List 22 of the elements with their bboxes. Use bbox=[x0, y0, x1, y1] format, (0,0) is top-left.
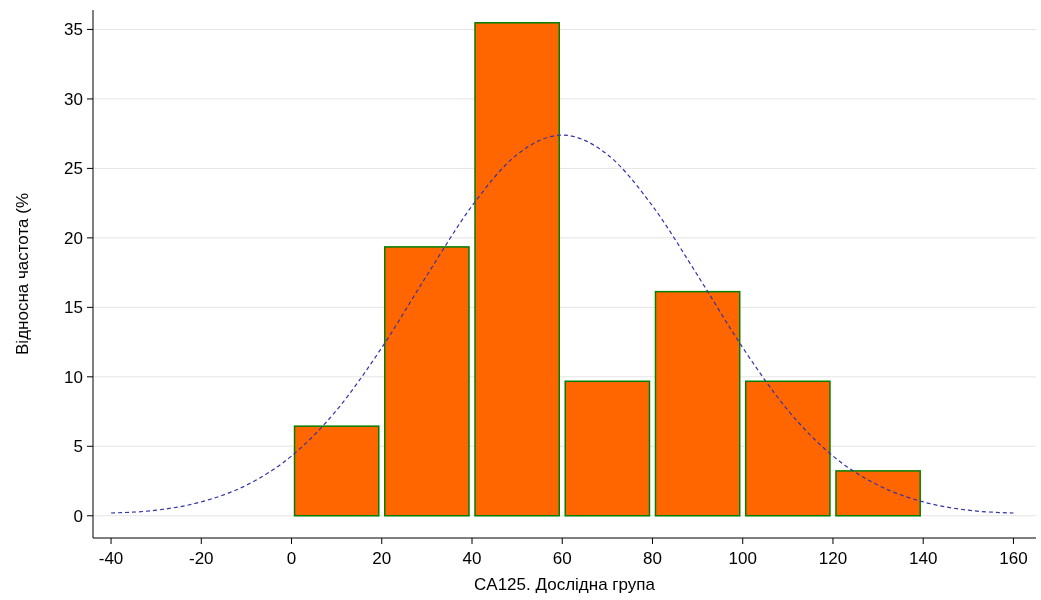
y-tick-label: 20 bbox=[64, 228, 83, 248]
y-tick-label: 30 bbox=[64, 89, 83, 109]
x-tick-label: 40 bbox=[462, 549, 482, 568]
x-tick-label: 100 bbox=[728, 549, 757, 568]
y-tick-label: 25 bbox=[64, 159, 83, 179]
y-axis-title: Відносна частота (% bbox=[13, 193, 32, 355]
y-tick-label: 0 bbox=[73, 506, 83, 526]
x-tick-label: -40 bbox=[98, 549, 124, 568]
y-tick-label: 15 bbox=[64, 298, 83, 318]
x-tick-label: 160 bbox=[999, 549, 1028, 568]
x-tick-label: 0 bbox=[286, 549, 297, 568]
x-tick-label: -20 bbox=[189, 549, 214, 568]
x-axis-title: CA125. Дослідна група bbox=[474, 575, 656, 594]
y-tick-label: 35 bbox=[64, 20, 83, 40]
x-tick-label: 140 bbox=[909, 549, 938, 568]
x-tick-label: 80 bbox=[643, 549, 662, 568]
line-series bbox=[110, 134, 1015, 514]
y-tick-label: 5 bbox=[73, 437, 83, 457]
x-tick-label: 120 bbox=[818, 549, 848, 568]
x-tick-label: 60 bbox=[552, 549, 572, 568]
y-tick-label: 10 bbox=[64, 367, 83, 387]
x-tick-label: 20 bbox=[372, 549, 392, 568]
